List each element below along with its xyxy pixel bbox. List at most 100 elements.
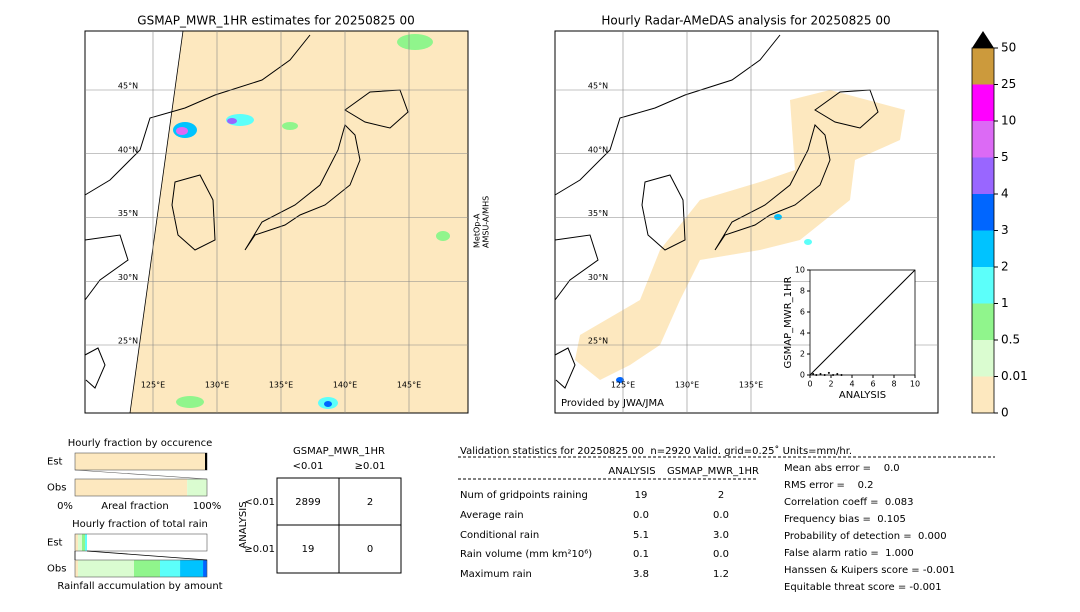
lat-label: 35°N [118, 209, 138, 218]
scatter-point [827, 371, 830, 374]
rain-area [176, 396, 204, 408]
map-frame [84, 30, 469, 414]
stat-value: 0.1 [633, 549, 649, 560]
fraction-segment [134, 560, 161, 577]
fraction-segment [85, 534, 88, 551]
y-tick-label: 10 [795, 266, 805, 275]
fraction-segment [75, 479, 188, 496]
score: Frequency bias = 0.105 [784, 514, 906, 525]
colorbar-label: 0.01 [1001, 369, 1028, 383]
score: Correlation coeff = 0.083 [784, 497, 914, 508]
colorbar-segment [972, 230, 994, 267]
stat-label: Conditional rain [460, 530, 539, 541]
stat-label: Maximum rain [460, 569, 532, 580]
stat-value: 3.0 [713, 530, 729, 541]
rain-area [282, 122, 298, 130]
left-map [84, 30, 469, 414]
lon-label: 130°E [205, 381, 229, 390]
colorbar-label: 50 [1001, 41, 1016, 55]
map-title: GSMAP_MWR_1HR estimates for 20250825 00 [137, 14, 414, 28]
connector [74, 469, 208, 480]
y-axis-label: GSMAP_MWR_1HR [783, 277, 794, 369]
stat-value: 2 [718, 490, 724, 501]
swath [129, 30, 469, 414]
rain-area [397, 34, 433, 50]
colorbar-label: 2 [1001, 260, 1009, 274]
lon-label: 135°E [269, 381, 293, 390]
colorbar-segment [972, 267, 994, 304]
x-tick-label: 8 [891, 380, 896, 389]
lon-label: 140°E [333, 381, 357, 390]
map-frame [554, 30, 939, 414]
stat-value: 0.0 [713, 549, 729, 560]
lat-label: 45°N [118, 82, 138, 91]
sensor-label: MetOp-A [473, 213, 482, 248]
lat-label: 40°N [588, 145, 608, 154]
score: Hanssen & Kuipers score = -0.001 [784, 565, 955, 576]
lat-label: 40°N [118, 145, 138, 154]
scatter-point [815, 374, 818, 376]
coastline [554, 347, 576, 389]
rain-area [804, 239, 812, 245]
score: Mean abs error = 0.0 [784, 463, 900, 474]
row-label: <0.01 [244, 497, 275, 508]
row-axis-label: ANALYSIS [238, 501, 249, 548]
column-label: GSMAP_MWR_1HR [667, 466, 759, 477]
fraction-segment [203, 560, 207, 577]
colorbar-segment [972, 194, 994, 231]
analysis-domain [575, 90, 905, 380]
colorbar-label: 4 [1001, 187, 1009, 201]
colorbar-segment [972, 48, 994, 85]
colorbar-segment [972, 84, 994, 121]
rain-area [436, 231, 450, 241]
colorbar-label: 0 [1001, 406, 1009, 420]
scatter-point [819, 372, 822, 375]
score: False alarm ratio = 1.000 [784, 548, 914, 559]
coastline [84, 347, 106, 389]
lon-label: 125°E [141, 381, 165, 390]
row-label: Est [47, 457, 63, 468]
fraction-segment [75, 534, 79, 551]
scatter-point [832, 374, 835, 376]
column-label: ≥0.01 [355, 461, 386, 472]
x-tick-label: 4 [849, 380, 854, 389]
lon-label: 125°E [611, 381, 635, 390]
colorbar-extend [972, 31, 994, 48]
rain-area [774, 214, 782, 220]
fraction-segment [180, 560, 204, 577]
colorbar-segment [972, 376, 994, 413]
stat-value: 3.8 [633, 569, 649, 580]
lon-label: 145°E [397, 381, 421, 390]
scatter-point [823, 374, 826, 376]
axis-label: 0% [57, 501, 73, 512]
lat-label: 25°N [118, 337, 138, 346]
credit: Provided by JWA/JMA [561, 398, 664, 409]
table-cell: 19 [302, 544, 315, 555]
stat-label: Average rain [460, 510, 524, 521]
lon-label: 130°E [675, 381, 699, 390]
bar-frame [74, 559, 208, 578]
table-cell: 2 [367, 497, 373, 508]
stats-header: Validation statistics for 20250825 00 n=… [460, 445, 852, 457]
row-label: ≥0.01 [244, 544, 275, 555]
stat-value: 5.1 [633, 530, 649, 541]
fraction-segment [78, 534, 82, 551]
colorbar-segment [972, 157, 994, 194]
sensor-label: AMSU-A/MHS [482, 196, 491, 248]
coastline [84, 34, 409, 301]
colorbar-label: 10 [1001, 114, 1016, 128]
fraction-segment [160, 560, 181, 577]
map-title: Hourly Radar-AMeDAS analysis for 2025082… [601, 14, 890, 28]
score: RMS error = 0.2 [784, 480, 874, 491]
score: Probability of detection = 0.000 [784, 531, 947, 542]
column-label: ANALYSIS [608, 466, 655, 477]
row-label: Est [47, 538, 63, 549]
lat-label: 25°N [588, 337, 608, 346]
scatter-point [836, 372, 839, 375]
stat-label: Rain volume (mm km²10⁶) [460, 549, 592, 560]
lat-label: 30°N [588, 273, 608, 282]
x-axis-label: ANALYSIS [839, 390, 886, 401]
y-tick-label: 8 [800, 287, 805, 296]
y-tick-label: 4 [800, 329, 805, 338]
